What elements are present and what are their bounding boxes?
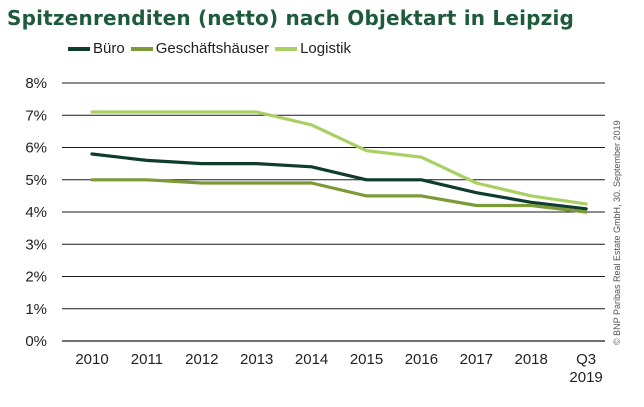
x-tick-label: 2014 bbox=[295, 351, 328, 368]
x-tick-label: 2018 bbox=[515, 351, 548, 368]
legend-item-geschaeftshaeuser: Geschäftshäuser bbox=[130, 40, 270, 57]
y-tick-label: 3% bbox=[25, 236, 47, 253]
x-tick-label: 2019 bbox=[569, 369, 602, 386]
legend-item-buero: Büro bbox=[68, 40, 125, 57]
y-tick-label: 5% bbox=[25, 172, 47, 189]
legend-item-logistik: Logistik bbox=[275, 40, 351, 57]
y-tick-label: 1% bbox=[25, 301, 47, 318]
y-tick-label: 6% bbox=[25, 140, 47, 157]
y-tick-label: 0% bbox=[25, 333, 47, 350]
y-tick-label: 8% bbox=[25, 75, 47, 92]
y-tick-label: 7% bbox=[25, 107, 47, 124]
y-tick-label: 4% bbox=[25, 204, 47, 221]
x-tick-label: 2010 bbox=[75, 351, 108, 368]
legend-swatch-logistik bbox=[275, 46, 298, 51]
x-tick-label: 2012 bbox=[185, 351, 218, 368]
x-tick-label: 2016 bbox=[405, 351, 438, 368]
legend-label-geschaeftshaeuser: Geschäftshäuser bbox=[155, 40, 270, 57]
chart-title: Spitzenrenditen (netto) nach Objektart i… bbox=[7, 6, 575, 30]
x-tick-label: 2013 bbox=[240, 351, 273, 368]
series-line-b-ro bbox=[90, 152, 588, 211]
x-tick-label: 2017 bbox=[460, 351, 493, 368]
x-tick-label: Q3 bbox=[576, 351, 596, 368]
copyright-credit: © BNP Paribas Real Estate GmbH, 30. Sept… bbox=[612, 120, 622, 345]
legend: Büro Geschäftshäuser Logistik bbox=[68, 40, 351, 57]
series-line-logistik bbox=[90, 110, 588, 206]
legend-swatch-geschaeftshaeuser bbox=[130, 46, 153, 51]
series-line-gesch-ftsh-user bbox=[90, 178, 588, 214]
x-tick-label: 2015 bbox=[350, 351, 383, 368]
legend-swatch-buero bbox=[68, 46, 90, 51]
legend-label-logistik: Logistik bbox=[300, 40, 351, 57]
y-tick-label: 2% bbox=[25, 269, 47, 286]
legend-label-buero: Büro bbox=[93, 40, 125, 57]
x-tick-label: 2011 bbox=[131, 351, 163, 368]
